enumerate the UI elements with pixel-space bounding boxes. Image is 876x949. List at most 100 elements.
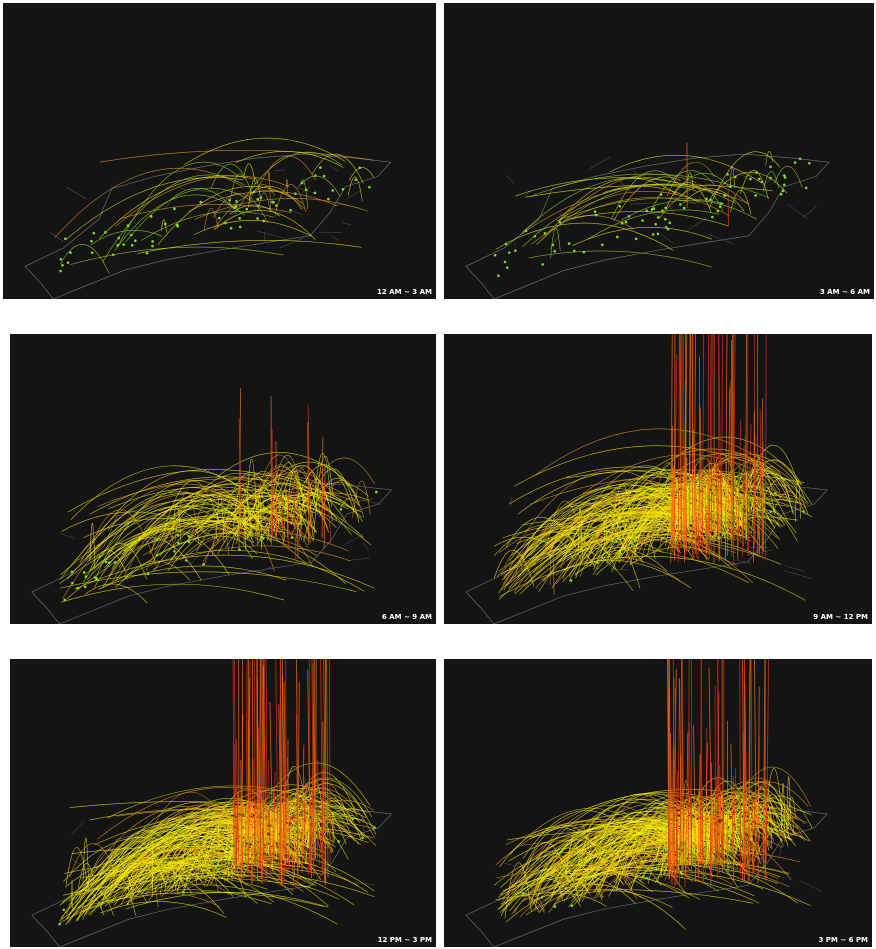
- station-dot: [245, 208, 248, 211]
- station-dot: [114, 561, 117, 564]
- flow-spike: [755, 793, 756, 872]
- station-dot: [230, 227, 233, 230]
- flow-arc: [115, 533, 346, 587]
- station-dot: [683, 207, 686, 210]
- station-dot: [60, 258, 63, 261]
- station-dot: [240, 520, 243, 523]
- station-dot: [541, 896, 544, 899]
- station-dot: [616, 236, 619, 239]
- station-dot: [534, 235, 537, 238]
- station-dot: [709, 198, 712, 201]
- flow-arc: [78, 892, 323, 908]
- station-dot: [84, 586, 87, 589]
- flow-arc: [766, 768, 783, 824]
- station-dot: [235, 205, 238, 208]
- time-label: 12 PM ~ 3 PM: [378, 936, 432, 944]
- station-dot: [218, 217, 221, 220]
- station-dot: [799, 157, 802, 160]
- flow-arc: [244, 164, 255, 184]
- station-dot: [173, 550, 176, 553]
- station-dot: [774, 492, 777, 495]
- station-dot: [646, 877, 649, 880]
- station-dot: [506, 266, 509, 269]
- station-dot: [224, 222, 227, 225]
- station-dot: [782, 190, 785, 193]
- flow-map: [10, 334, 436, 624]
- station-dot: [497, 274, 500, 277]
- station-dot: [85, 575, 88, 578]
- station-dot: [641, 219, 644, 222]
- district-border: [779, 847, 781, 859]
- flow-map: [444, 334, 872, 624]
- station-dot: [769, 177, 772, 180]
- district-border: [507, 176, 514, 184]
- station-dot: [271, 201, 274, 204]
- district-border: [66, 187, 87, 200]
- flow-arc: [161, 220, 166, 233]
- district-border: [803, 206, 816, 216]
- station-dot: [808, 162, 811, 165]
- district-border: [514, 240, 515, 247]
- station-dot: [256, 198, 259, 201]
- station-dot: [558, 221, 561, 224]
- station-dot: [314, 174, 317, 177]
- district-border: [788, 204, 808, 219]
- station-dot: [228, 199, 231, 202]
- station-dot: [719, 205, 722, 208]
- station-dot: [100, 893, 103, 896]
- district-border: [292, 211, 303, 215]
- flow-spike: [322, 437, 323, 538]
- flow-arc: [103, 550, 364, 591]
- station-dot: [717, 210, 720, 213]
- station-dot: [754, 194, 757, 197]
- station-dot: [505, 243, 508, 246]
- station-dot: [275, 204, 278, 207]
- station-dot: [217, 863, 220, 866]
- station-dot: [652, 233, 655, 236]
- station-dot: [58, 923, 61, 926]
- station-dot: [734, 175, 737, 178]
- station-dot: [305, 188, 308, 191]
- station-dot: [375, 491, 378, 494]
- station-dot: [689, 518, 692, 521]
- flow-arc: [531, 198, 696, 245]
- flow-arc: [100, 902, 226, 918]
- station-dot: [618, 205, 621, 208]
- station-dot: [354, 178, 357, 181]
- station-dot: [525, 230, 528, 233]
- station-dot: [262, 220, 265, 223]
- flow-arc: [536, 184, 736, 245]
- station-dot: [327, 198, 330, 201]
- panel: 9 AM ~ 12 PM: [444, 334, 872, 624]
- station-dot: [660, 193, 663, 196]
- station-dot: [122, 243, 125, 246]
- district-border: [661, 235, 673, 244]
- station-dot: [784, 176, 787, 179]
- station-dot: [116, 244, 119, 247]
- flow-spike: [324, 465, 325, 549]
- station-dot: [705, 197, 708, 200]
- station-dot: [71, 582, 74, 585]
- station-dot: [331, 189, 334, 192]
- district-border: [344, 534, 364, 545]
- district-border: [330, 166, 338, 171]
- flow-arc: [126, 188, 253, 242]
- station-dot: [238, 548, 241, 551]
- station-dot: [117, 237, 120, 240]
- station-dot: [146, 252, 149, 255]
- station-dot: [729, 185, 732, 188]
- station-dot: [188, 535, 191, 538]
- station-dot: [769, 165, 772, 168]
- flow-arc: [235, 152, 342, 214]
- flow-spike: [673, 767, 674, 860]
- station-dot: [151, 240, 154, 243]
- district-border: [709, 234, 735, 244]
- district-border: [535, 228, 547, 232]
- station-dot: [780, 193, 783, 196]
- station-dot: [156, 554, 159, 557]
- district-border: [193, 190, 219, 192]
- panel: 6 AM ~ 9 AM: [10, 334, 436, 624]
- station-dot: [255, 838, 258, 841]
- station-dot: [67, 261, 70, 264]
- station-dot: [615, 540, 618, 543]
